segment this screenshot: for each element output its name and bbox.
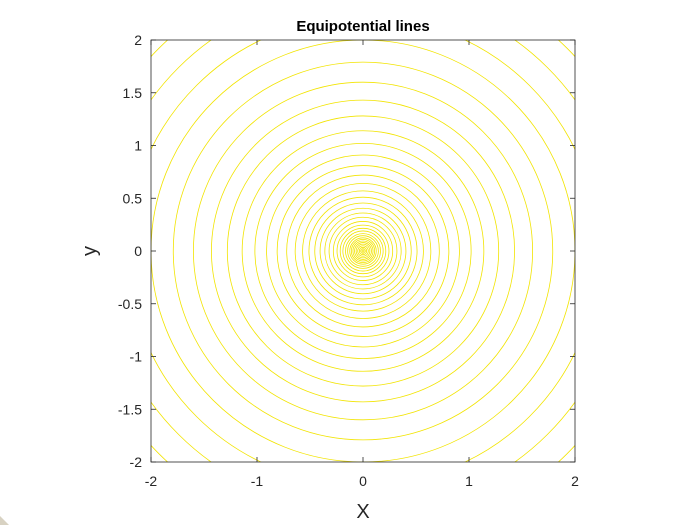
contour-line (319, 207, 407, 295)
contour-line (360, 248, 366, 254)
contour-line (336, 224, 390, 278)
contour-line (345, 233, 381, 269)
contour-line (302, 190, 424, 312)
contour-line (350, 238, 376, 264)
contour-line (352, 240, 374, 262)
contour-line (241, 130, 485, 372)
contour-line (286, 174, 440, 328)
contour-line (211, 99, 515, 403)
contour-line (332, 221, 394, 281)
contour-line (358, 246, 368, 256)
chart-title: Equipotential lines (296, 18, 429, 35)
contour-line (308, 196, 418, 306)
x-tick-label: 1 (465, 473, 473, 489)
x-tick-label: 0 (359, 473, 367, 489)
y-tick-label: 1 (134, 138, 142, 154)
y-tick-label: -0.5 (118, 296, 142, 312)
contour-line (347, 235, 379, 267)
x-tick-label: 2 (571, 473, 579, 489)
contour-line (226, 115, 500, 387)
y-tick-label: 0 (134, 243, 142, 259)
contour-line (357, 245, 369, 257)
y-tick-label: 1.5 (123, 85, 143, 101)
contour-line (324, 212, 402, 290)
contour-line (172, 61, 554, 441)
contour-line (328, 216, 398, 286)
corner-mark (0, 516, 9, 525)
x-tick-label: -1 (251, 473, 264, 489)
contour-line (294, 183, 432, 319)
x-tick-label: -2 (145, 473, 158, 489)
contour-line (314, 202, 412, 300)
y-axis-label: y (79, 246, 101, 256)
contour-line (339, 227, 387, 275)
y-tick-label: -1.5 (118, 401, 142, 417)
contour-line (355, 243, 371, 259)
y-tick-label: -2 (130, 454, 143, 470)
contour-line (354, 242, 372, 260)
y-tick-label: 2 (134, 32, 142, 48)
contour-line (254, 142, 472, 360)
contour-line (342, 230, 384, 272)
contour-line (349, 237, 377, 265)
x-axis-label: X (356, 501, 369, 523)
x-ticks: -2 -1 0 1 2 (145, 40, 579, 489)
y-tick-label: 0.5 (123, 190, 143, 206)
contour-line (266, 154, 460, 348)
y-tick-label: -1 (130, 349, 143, 365)
contour-line (361, 249, 365, 253)
contour-line (192, 81, 534, 421)
y-ticks: -2 -1.5 -1 -0.5 0 0.5 1 1.5 2 (118, 32, 575, 470)
contour-lines (151, 40, 575, 462)
contour-line (276, 165, 450, 337)
